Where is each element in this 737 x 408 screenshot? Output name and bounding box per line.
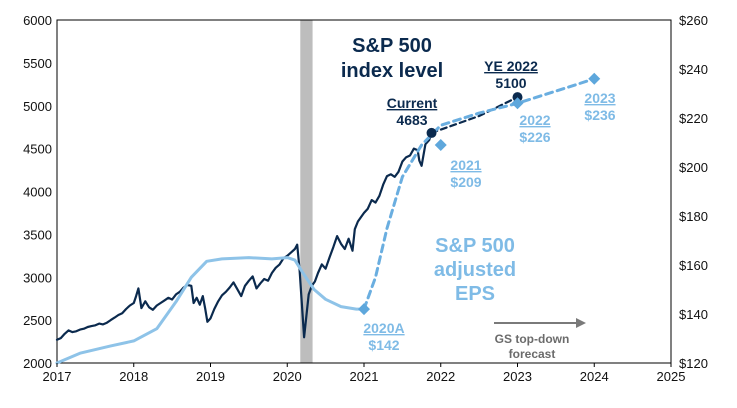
- x-tick-label: 2018: [119, 369, 148, 384]
- eps-label-line1: S&P 500: [435, 235, 515, 257]
- eps-2020-label: 2020A: [363, 320, 404, 336]
- ye2022-value: 5100: [495, 75, 526, 91]
- eps-point-marker: [588, 72, 601, 85]
- ye2022-label: YE 2022: [484, 58, 538, 74]
- y-right-tick-label: $140: [679, 307, 708, 322]
- y-left-tick-label: 4000: [23, 185, 52, 200]
- x-tick-label: 2024: [580, 369, 609, 384]
- recession-shade: [300, 20, 313, 363]
- annotations: S&P 500 index level Current 4683 YE 2022…: [341, 35, 616, 361]
- series-line-0: [55, 131, 433, 341]
- current-value: 4683: [396, 112, 427, 128]
- x-tick-label: 2017: [43, 369, 72, 384]
- eps-label-line2: adjusted: [434, 259, 516, 281]
- eps-point-marker: [511, 97, 524, 110]
- series-line-3: [362, 77, 596, 311]
- y-left-tick-label: 5000: [23, 99, 52, 114]
- eps-2022-value: $226: [519, 129, 550, 145]
- y-left-tick-label: 3500: [23, 227, 52, 242]
- y-right-tick-label: $160: [679, 258, 708, 273]
- forecast-note-line2: forecast: [509, 347, 556, 361]
- title-line2: index level: [341, 60, 443, 82]
- eps-label-line3: EPS: [455, 283, 495, 305]
- x-tick-label: 2021: [350, 369, 379, 384]
- y-right-tick-label: $220: [679, 111, 708, 126]
- y-left-tick-label: 5500: [23, 56, 52, 71]
- y-right-tick-label: $240: [679, 62, 708, 77]
- series-line-2: [55, 256, 366, 365]
- eps-2023-label: 2023: [584, 90, 615, 106]
- y-right-tick-label: $260: [679, 13, 708, 28]
- y-left-tick-label: 6000: [23, 13, 52, 28]
- y-left-tick-label: 4500: [23, 142, 52, 157]
- forecast-note-line1: GS top-down: [495, 332, 570, 346]
- title-line1: S&P 500: [352, 35, 432, 57]
- index-point-marker: [426, 127, 437, 138]
- y-right-tick-label: $120: [679, 356, 708, 371]
- y-right-tick-label: $180: [679, 209, 708, 224]
- eps-2023-value: $236: [584, 107, 615, 123]
- y-left-tick-label: 3000: [23, 270, 52, 285]
- x-tick-label: 2022: [426, 369, 455, 384]
- current-label: Current: [387, 95, 438, 111]
- x-tick-label: 2025: [657, 369, 686, 384]
- index-point-marker: [512, 92, 523, 103]
- y-left-tick-label: 2000: [23, 356, 52, 371]
- eps-2021-label: 2021: [450, 157, 481, 173]
- eps-2022-label: 2022: [519, 112, 550, 128]
- x-tick-label: 2020: [273, 369, 302, 384]
- x-tick-label: 2019: [196, 369, 225, 384]
- eps-point-marker: [434, 138, 447, 151]
- eps-2020-value: $142: [368, 337, 399, 353]
- y-right-tick-label: $200: [679, 160, 708, 175]
- eps-point-marker: [358, 303, 370, 316]
- x-tick-label: 2023: [503, 369, 532, 384]
- series-line-1: [430, 96, 519, 134]
- y-left-tick-label: 2500: [23, 313, 52, 328]
- forecast-arrow-head: [576, 318, 586, 328]
- eps-2021-value: $209: [450, 174, 481, 190]
